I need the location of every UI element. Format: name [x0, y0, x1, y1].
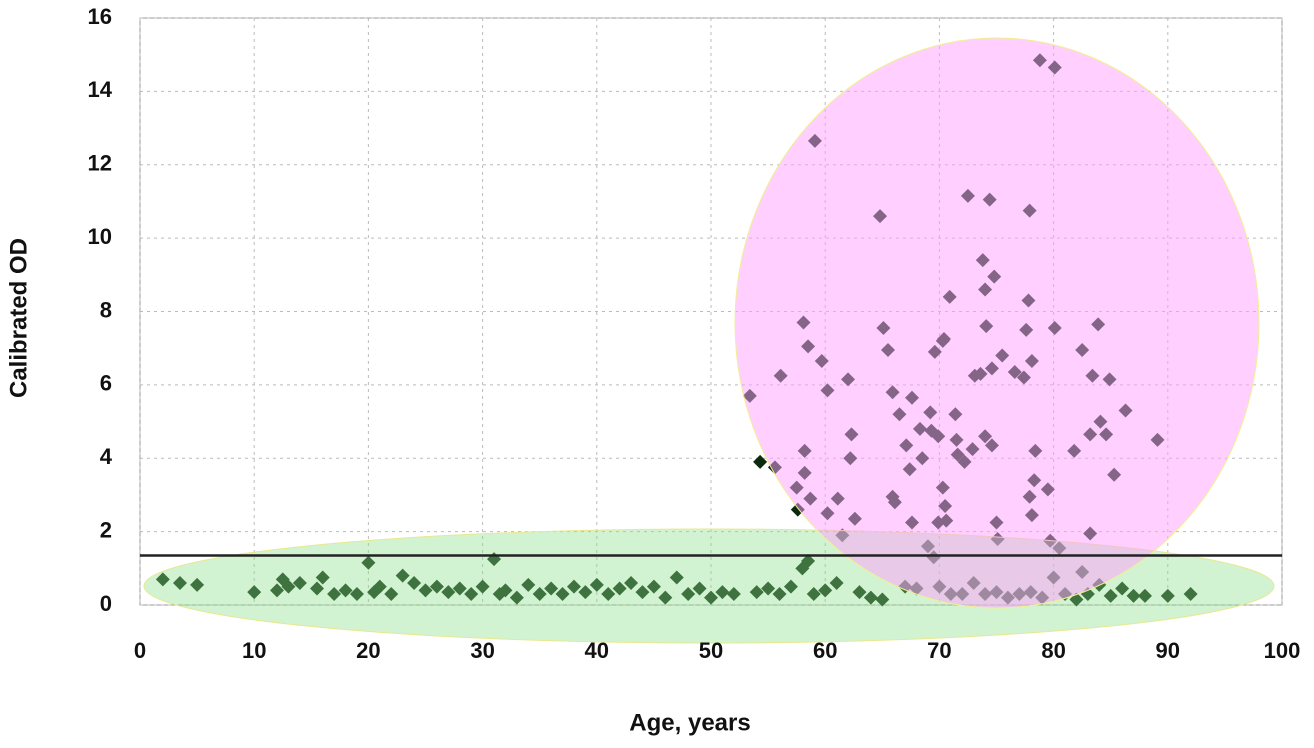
- x-tick-label: 50: [699, 638, 723, 663]
- high-group-highlight: [734, 37, 1260, 609]
- x-tick-label: 70: [927, 638, 951, 663]
- point: [327, 586, 342, 601]
- point: [1126, 588, 1141, 603]
- point: [372, 579, 387, 594]
- point: [172, 575, 187, 590]
- point: [669, 570, 684, 585]
- y-tick-label: 4: [100, 444, 113, 469]
- point: [1115, 581, 1130, 596]
- point: [247, 585, 262, 600]
- point: [1183, 586, 1198, 601]
- point: [464, 586, 479, 601]
- point: [395, 568, 410, 583]
- x-tick-label: 20: [356, 638, 380, 663]
- point: [384, 586, 399, 601]
- point: [361, 555, 376, 570]
- point: [852, 585, 867, 600]
- x-tick-label: 100: [1264, 638, 1301, 663]
- point: [818, 583, 833, 598]
- point: [521, 577, 536, 592]
- point: [452, 581, 467, 596]
- point: [783, 579, 798, 594]
- point: [589, 577, 604, 592]
- point: [475, 579, 490, 594]
- point: [349, 586, 364, 601]
- x-tick-label: 90: [1156, 638, 1180, 663]
- x-tick-label: 0: [134, 638, 146, 663]
- point: [155, 572, 170, 587]
- x-tick-label: 40: [585, 638, 609, 663]
- point: [726, 586, 741, 601]
- point: [715, 585, 730, 600]
- point: [407, 575, 422, 590]
- y-tick-label: 12: [88, 151, 112, 176]
- point: [829, 575, 844, 590]
- point: [532, 586, 547, 601]
- point: [772, 586, 787, 601]
- point: [441, 585, 456, 600]
- point: [310, 581, 325, 596]
- point: [509, 590, 524, 605]
- point: [635, 585, 650, 600]
- y-tick-label: 0: [100, 591, 112, 616]
- point: [544, 581, 559, 596]
- point: [1160, 588, 1175, 603]
- y-tick-label: 2: [100, 517, 112, 542]
- point: [429, 579, 444, 594]
- point: [801, 553, 816, 568]
- point: [418, 583, 433, 598]
- point: [1103, 588, 1118, 603]
- grid: [139, 17, 1283, 606]
- y-tick-label: 8: [100, 297, 112, 322]
- point: [624, 575, 639, 590]
- x-tick-label: 10: [242, 638, 266, 663]
- point: [555, 586, 570, 601]
- x-axis-label: Age, years: [629, 709, 750, 736]
- point: [578, 585, 593, 600]
- y-tick-label: 16: [88, 4, 112, 29]
- point: [692, 581, 707, 596]
- y-tick-label: 6: [100, 371, 112, 396]
- point: [270, 583, 285, 598]
- point: [761, 581, 776, 596]
- point: [753, 454, 768, 469]
- point: [612, 581, 627, 596]
- point: [749, 585, 764, 600]
- point: [498, 583, 513, 598]
- point: [681, 586, 696, 601]
- point: [1137, 588, 1152, 603]
- point: [292, 575, 307, 590]
- point: [566, 579, 581, 594]
- point: [658, 590, 673, 605]
- y-tick-label: 10: [88, 224, 112, 249]
- point: [863, 590, 878, 605]
- point: [190, 577, 205, 592]
- point: [315, 570, 330, 585]
- point: [806, 586, 821, 601]
- point: [704, 590, 718, 605]
- x-tick-label: 80: [1041, 638, 1065, 663]
- point: [601, 586, 616, 601]
- x-tick-label: 30: [470, 638, 494, 663]
- y-tick-label: 14: [88, 77, 113, 102]
- point: [338, 583, 353, 598]
- y-axis-label: Calibrated OD: [5, 238, 32, 398]
- point: [875, 592, 890, 607]
- point: [646, 579, 661, 594]
- x-tick-label: 60: [813, 638, 837, 663]
- point: [281, 579, 296, 594]
